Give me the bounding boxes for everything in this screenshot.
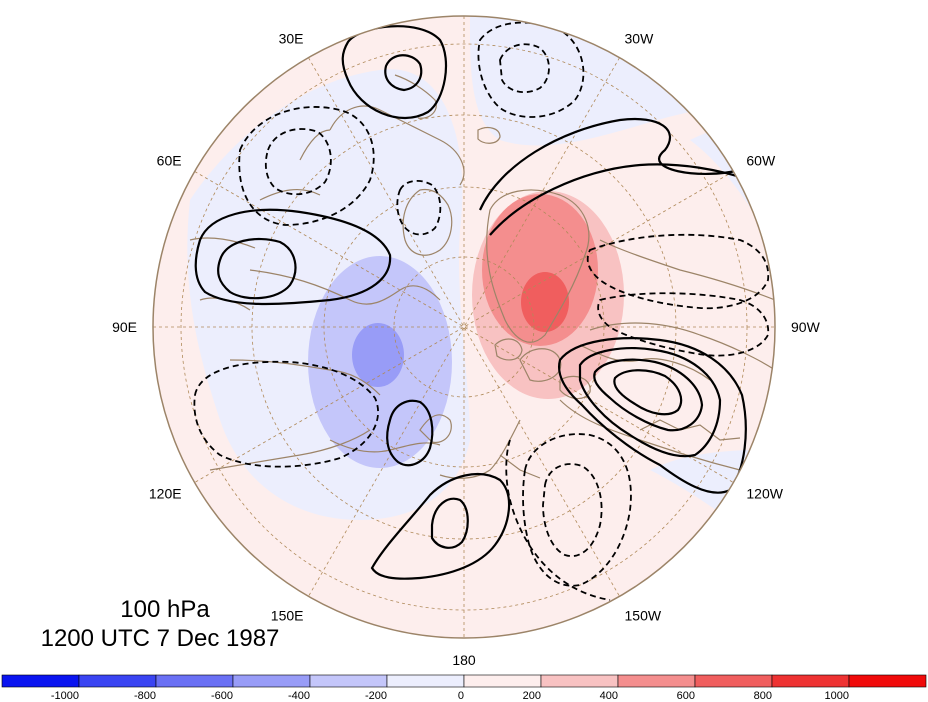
lon-label-30w: 30W [625, 31, 655, 47]
colorbar-swatch [155, 674, 234, 688]
colorbar-tick-label: -800 [134, 690, 156, 702]
colorbar-tick-label: 0 [458, 690, 464, 702]
colorbar-swatch [771, 674, 850, 688]
shade-neg-strong [352, 323, 404, 387]
lon-label-120e: 120E [149, 486, 182, 502]
colorbar-swatch [463, 674, 542, 688]
colorbar-tick-label: -200 [365, 690, 387, 702]
colorbar-tick-label: 1000 [825, 690, 849, 702]
level-label: 100 hPa [120, 596, 210, 623]
colorbar: -1000 -800 -600 -400 -200 0 200 400 600 800 1000 [1, 674, 927, 702]
colorbar-swatch [1, 674, 80, 688]
lon-label-150w: 150W [625, 607, 662, 623]
lon-label-150e: 150E [271, 607, 304, 623]
shade-pos-mid [482, 194, 598, 346]
colorbar-tick-label: -1000 [51, 690, 79, 702]
colorbar-swatch [540, 674, 619, 688]
shade-pos-strong [521, 272, 569, 332]
colorbar-tick-label: 600 [677, 690, 695, 702]
colorbar-swatch [386, 674, 465, 688]
colorbar-tick-label: -400 [288, 690, 310, 702]
contours-negative [193, 21, 770, 601]
contours-positive [194, 25, 751, 580]
lon-label-30e: 30E [279, 31, 304, 47]
longitude-labels: 0 30W 60W 90W 120W 150W 180 150E 120E 90E 60E 30E [112, 0, 820, 668]
colorbar-tick-label: 400 [600, 690, 618, 702]
colorbar-swatch [78, 674, 157, 688]
colorbar-swatch [848, 674, 927, 688]
grid-lines [153, 16, 775, 638]
lon-label-0: 0 [460, 0, 468, 2]
colorbar-tick-label: 800 [754, 690, 772, 702]
lon-label-60e: 60E [157, 153, 182, 169]
map-disk [153, 16, 775, 638]
lon-label-90w: 90W [791, 319, 821, 335]
colorbar-tick-label: -600 [211, 690, 233, 702]
map-boundary [152, 15, 776, 639]
time-label: 1200 UTC 7 Dec 1987 [41, 625, 280, 652]
colorbar-tick-label: 200 [523, 690, 541, 702]
lon-label-180: 180 [452, 652, 476, 668]
lon-label-90e: 90E [112, 319, 137, 335]
colorbar-swatch [694, 674, 773, 688]
colorbar-swatch [309, 674, 388, 688]
lon-label-60w: 60W [746, 153, 776, 169]
colorbar-swatch [617, 674, 696, 688]
colorbar-swatch [232, 674, 311, 688]
lon-label-120w: 120W [746, 486, 783, 502]
